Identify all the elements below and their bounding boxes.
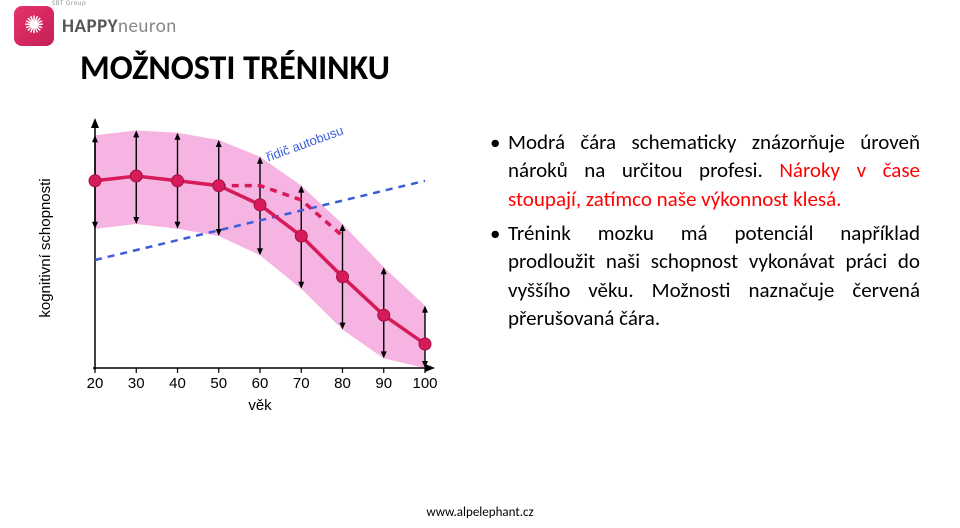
svg-text:věk: věk: [248, 397, 272, 414]
logo-subtitle: SBT Group: [52, 0, 960, 7]
svg-text:80: 80: [334, 375, 351, 392]
bullet-text: Trénink mozku má potenciál například pro…: [508, 220, 920, 331]
svg-text:kognitivní schopnosti: kognitivní schopnosti: [37, 178, 54, 317]
bullet-item: Trénink mozku má potenciál například pro…: [490, 219, 920, 332]
logo-header: ✺ HAPPYneuron: [14, 6, 177, 46]
svg-text:30: 30: [128, 375, 145, 392]
logo-badge: ✺: [14, 6, 54, 46]
bullet-list: Modrá čára schematicky znázorňuje úroveň…: [490, 128, 920, 338]
cognitive-chart: 20 30 40 50 60 70 80 90 100 kognitivní schopnosti…: [30, 118, 450, 418]
logo-bold: HAPPY: [62, 15, 118, 38]
footer-url: www.alpelephant.cz: [0, 505, 960, 520]
svg-text:50: 50: [210, 375, 227, 392]
svg-text:20: 20: [87, 375, 104, 392]
svg-text:70: 70: [293, 375, 310, 392]
svg-text:40: 40: [169, 375, 186, 392]
svg-text:100: 100: [412, 375, 437, 392]
logo-star-icon: ✺: [24, 14, 44, 38]
svg-text:řidič autobusu: řidič autobusu: [264, 123, 345, 165]
bullet-item: Modrá čára schematicky znázorňuje úroveň…: [490, 128, 920, 213]
page-title: MOŽNOSTI TRÉNINKU: [80, 48, 390, 89]
logo-text: HAPPYneuron: [62, 17, 177, 36]
svg-text:60: 60: [252, 375, 269, 392]
svg-text:90: 90: [375, 375, 392, 392]
logo-light: neuron: [118, 15, 177, 38]
